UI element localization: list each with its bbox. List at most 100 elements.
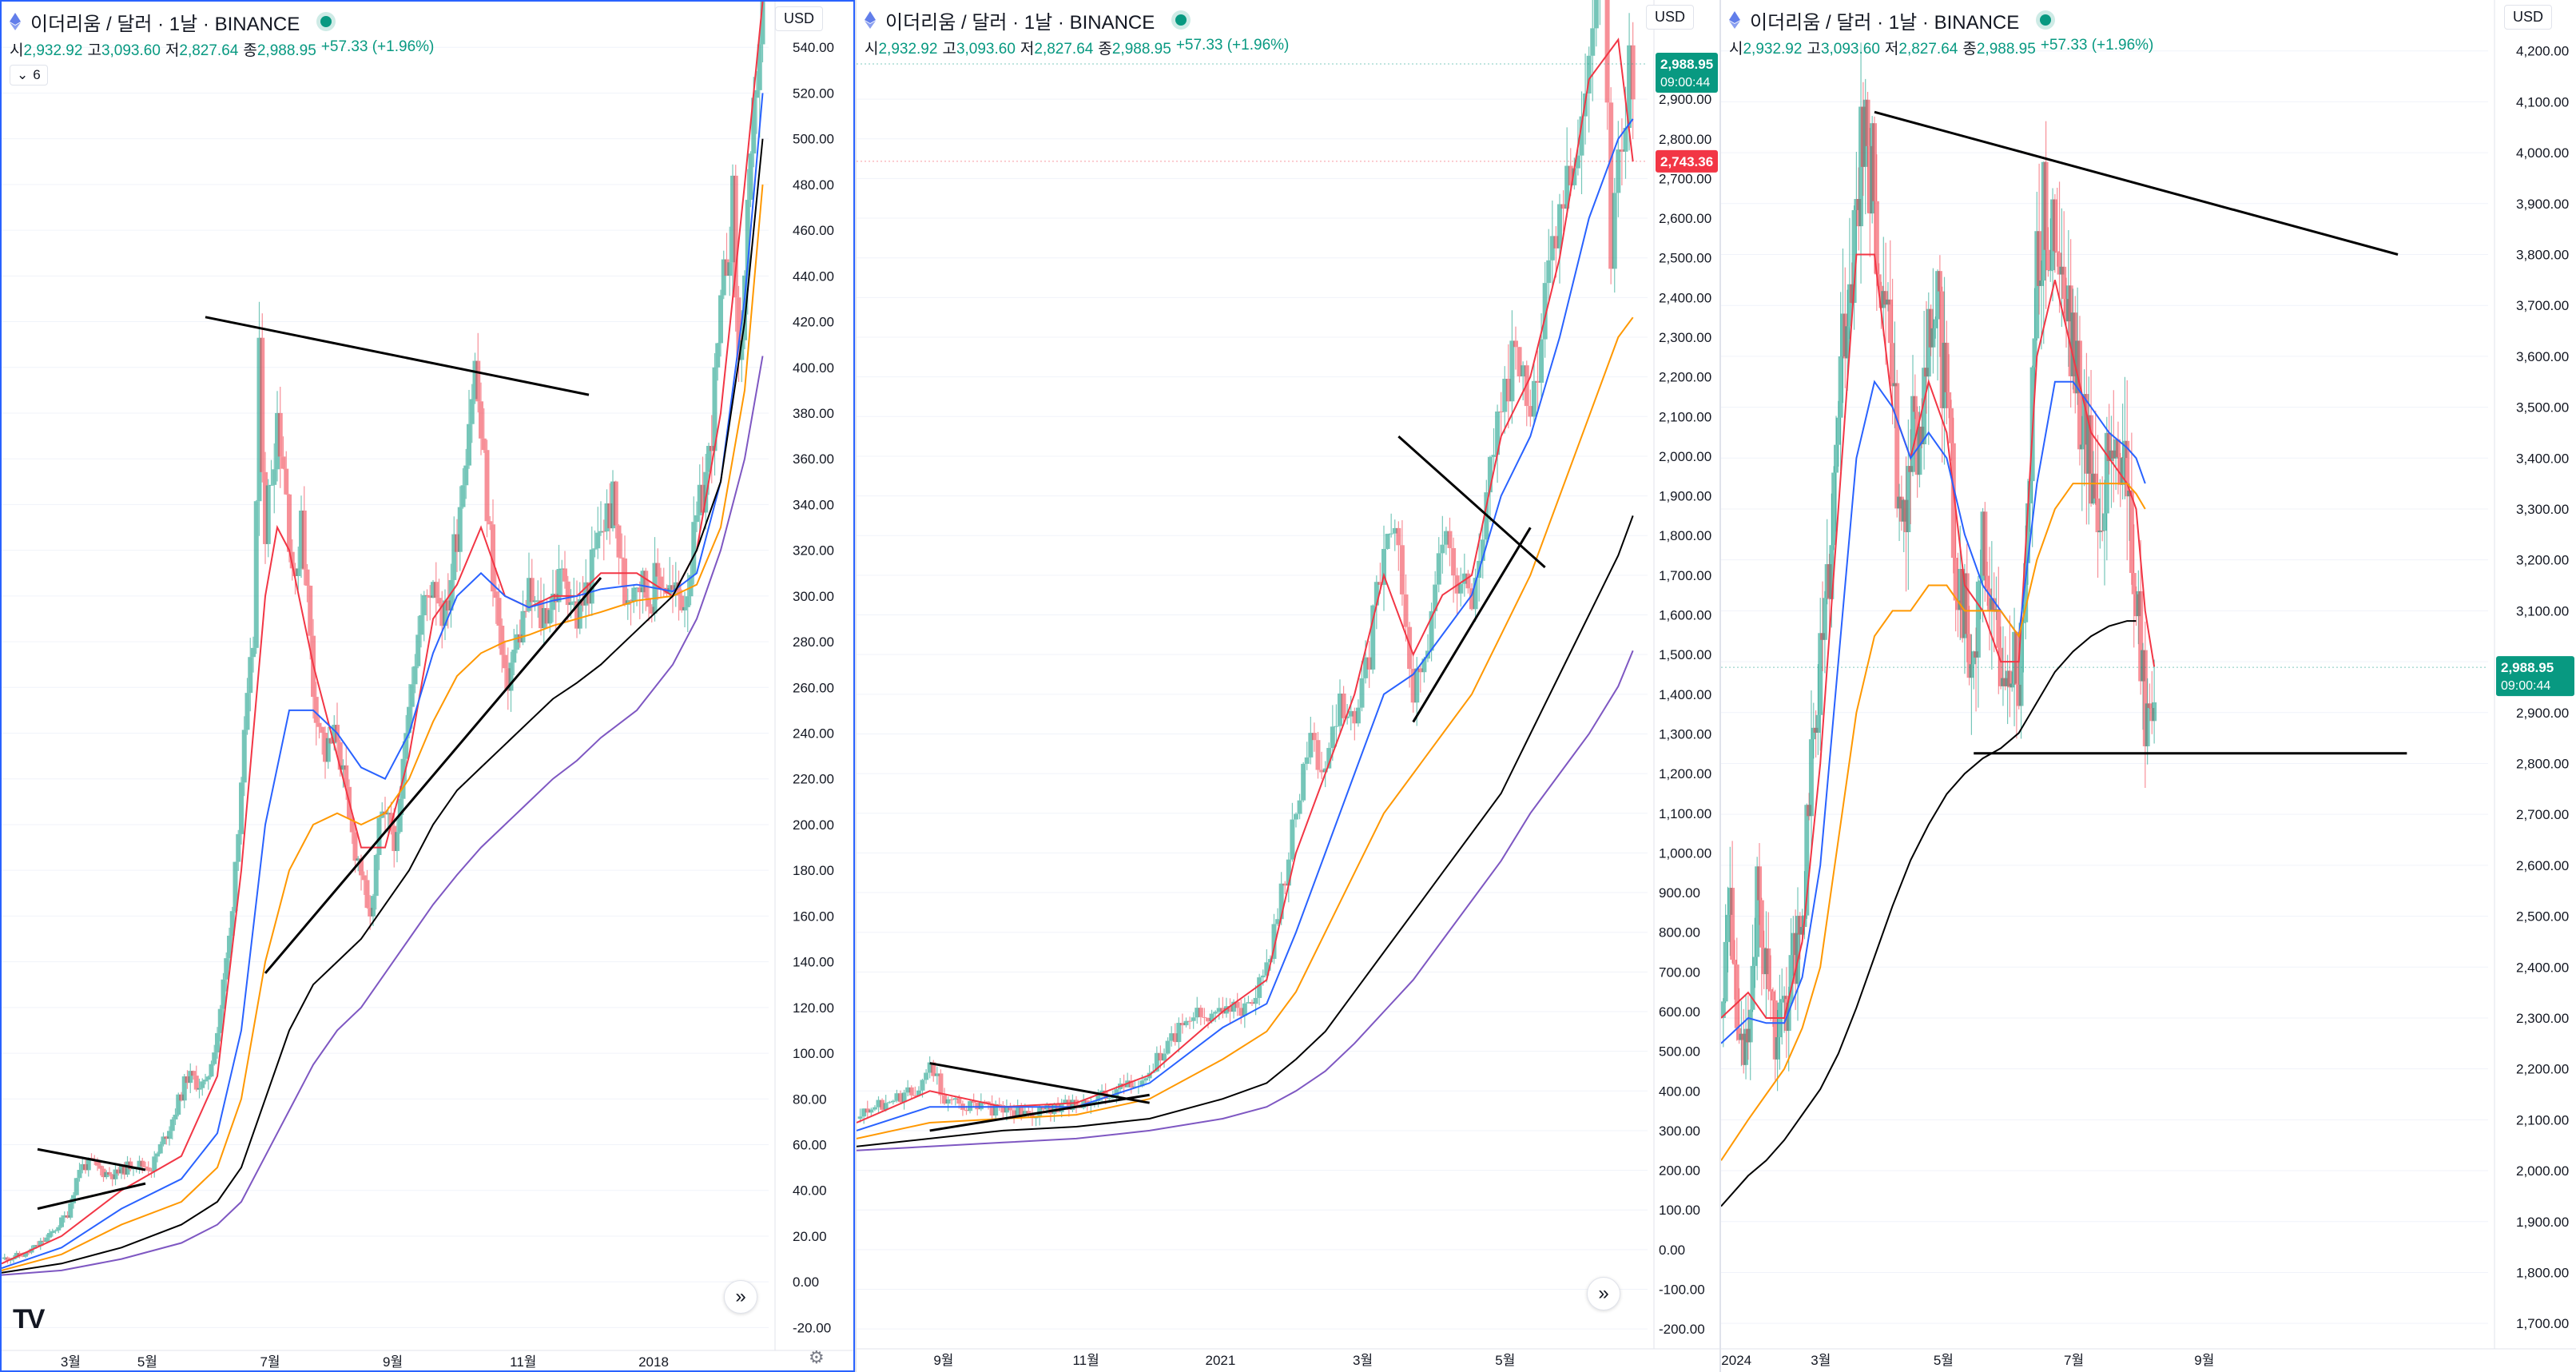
candle (340, 759, 346, 788)
y-tick-label: 140.00 (793, 955, 834, 970)
symbol-title[interactable]: 이더리움 / 달러 · 1날 · BINANCE (1750, 11, 2020, 34)
candle (712, 352, 718, 476)
candle-body (523, 610, 529, 612)
candle (1579, 91, 1584, 195)
candle (1553, 225, 1559, 278)
candle-body (412, 666, 418, 685)
candle-body (691, 522, 697, 575)
candle (1906, 419, 1911, 591)
indicator-toggle-button[interactable]: ⌄ 6 (10, 65, 48, 86)
x-tick-label: 5월 (1495, 1353, 1515, 1368)
candle (1447, 517, 1453, 567)
candle-body (1969, 664, 1974, 678)
candle (1750, 925, 1755, 1012)
candle (945, 1096, 951, 1112)
candle-body (887, 1102, 892, 1104)
scroll-to-realtime-button[interactable]: » (724, 1280, 757, 1314)
candle-body (1176, 1023, 1182, 1043)
candle (1202, 1008, 1207, 1025)
candle (1502, 366, 1508, 434)
candle-body (1946, 392, 1952, 408)
symbol-title[interactable]: 이더리움 / 달러 · 1날 · BINANCE (30, 13, 300, 35)
candle-body (905, 1087, 911, 1093)
candle (1944, 320, 1950, 424)
candle-body (161, 1136, 166, 1145)
chart-panel-2017[interactable]: -20.00 0.00 20.00 40.00 60.00 80.00 100.00 120.… (0, 0, 855, 1372)
candle-body (1399, 545, 1405, 595)
candle (691, 496, 697, 585)
candle-body (1553, 236, 1559, 249)
candle (1183, 1017, 1189, 1028)
ma-line-ma-orange (857, 316, 1634, 1139)
candle-body (1191, 1017, 1196, 1021)
candle-body (1322, 768, 1328, 773)
ma-line-ma-black (1721, 620, 2137, 1207)
chart-canvas[interactable]: -200.00 -100.00 0.00 100.00 200.00 300.00 400.… (857, 0, 1719, 1372)
candle-body (2048, 270, 2053, 272)
y-tick-label: 3,200.00 (2516, 553, 2569, 568)
currency-button[interactable]: USD (1646, 5, 1695, 30)
candle-body (209, 1064, 214, 1077)
candle (1922, 311, 1927, 470)
change-value: +57.33 (+1.96%) (1175, 37, 1290, 54)
candle (388, 801, 394, 835)
chart-canvas[interactable]: 1,700.00 1,800.00 1,900.00 2,000.00 2,100.00… (1721, 0, 2576, 1372)
candle (748, 151, 753, 208)
candle-body (376, 817, 382, 856)
candle (236, 829, 241, 871)
candle-body (1910, 396, 1915, 472)
candle-body (2120, 458, 2125, 485)
candle-body (598, 531, 603, 533)
candle-body (1355, 707, 1361, 724)
candle-body (104, 1171, 109, 1178)
candle (556, 544, 562, 612)
chart-panel-2024[interactable]: 1,700.00 1,800.00 1,900.00 2,000.00 2,100.00… (1721, 0, 2576, 1372)
candle-body (1392, 527, 1397, 534)
candle-body (352, 832, 358, 861)
panel-divider[interactable] (1719, 0, 1721, 1372)
candle (619, 533, 625, 587)
candle (883, 1095, 888, 1112)
candle (511, 628, 517, 675)
chart-canvas[interactable]: -20.00 0.00 20.00 40.00 60.00 80.00 100.00 120.… (2, 2, 853, 1370)
candle (1234, 992, 1240, 1016)
candle (97, 1161, 103, 1176)
tradingview-logo[interactable]: TV (13, 1304, 45, 1334)
candle (505, 647, 511, 710)
candle-body (385, 813, 391, 815)
currency-button[interactable]: USD (775, 6, 824, 31)
candle (472, 352, 478, 404)
candle (898, 1090, 903, 1105)
low-label: 저 (1020, 41, 1035, 58)
scroll-to-realtime-button[interactable]: » (1587, 1277, 1620, 1310)
candle (376, 817, 382, 870)
gear-icon[interactable]: ⚙ (809, 1347, 825, 1367)
candle-body (1366, 657, 1372, 670)
chart-header: 이더리움 / 달러 · 1날 · BINANCE 시2,932.92 고3,09… (1729, 6, 2153, 58)
candle-body (491, 524, 495, 592)
symbol-title[interactable]: 이더리움 / 달러 · 1날 · BINANCE (885, 11, 1155, 34)
candle-body (938, 1073, 944, 1096)
y-tick-label: 360.00 (793, 451, 834, 467)
candle-body (757, 44, 762, 90)
panel-divider[interactable] (855, 0, 857, 1372)
candle (908, 1085, 914, 1100)
candle (724, 233, 729, 276)
candle (280, 436, 286, 470)
low-value: 2,827.64 (1034, 41, 1094, 58)
candle-body (1723, 941, 1728, 1002)
candle (685, 572, 690, 633)
candle-body (857, 1116, 863, 1119)
close-label: 종 (1962, 41, 1977, 58)
y-tick-label: 1,400.00 (1659, 687, 1711, 702)
candle-body (515, 634, 519, 650)
chart-panel-2021[interactable]: -200.00 -100.00 0.00 100.00 200.00 300.00 400.… (857, 0, 1719, 1372)
candle (1231, 999, 1237, 1019)
candle (2129, 432, 2134, 585)
candle (613, 480, 618, 539)
currency-button[interactable]: USD (2504, 5, 2553, 30)
x-tick-label: 7월 (2064, 1353, 2084, 1368)
candle-body (637, 587, 642, 593)
candle-body (1808, 739, 1814, 817)
candle-body (1019, 1107, 1024, 1116)
